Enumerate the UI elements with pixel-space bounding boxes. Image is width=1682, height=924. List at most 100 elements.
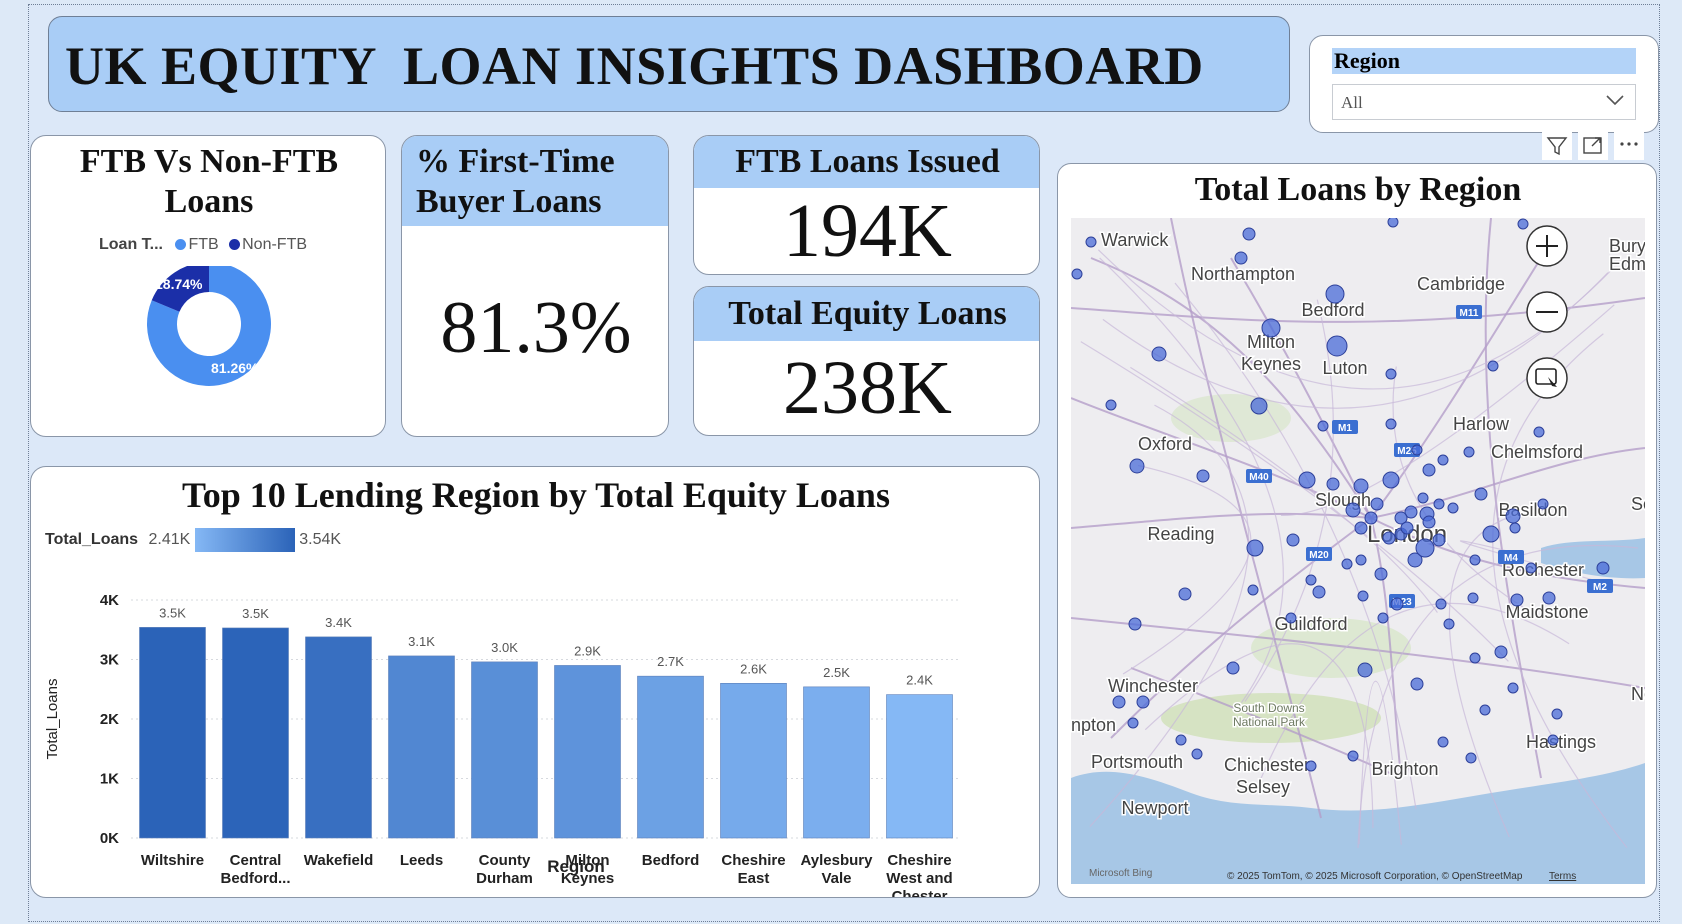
bar-2[interactable] <box>222 627 289 839</box>
map-bubble[interactable] <box>1298 471 1316 489</box>
map-bubble[interactable] <box>1105 399 1117 411</box>
bar-5[interactable] <box>471 661 538 839</box>
map-bubble[interactable] <box>1385 368 1397 380</box>
map-bubble[interactable] <box>1505 508 1521 524</box>
map-bubble[interactable] <box>1250 397 1268 415</box>
map-bubble[interactable] <box>1410 677 1424 691</box>
focus-mode-icon[interactable] <box>1578 132 1608 160</box>
map-bubble[interactable] <box>1394 511 1408 525</box>
map-bubble[interactable] <box>1465 752 1477 764</box>
map-bubble[interactable] <box>1437 454 1449 466</box>
bar-6[interactable] <box>554 665 621 839</box>
map-bubble[interactable] <box>1071 268 1083 280</box>
map-bubble[interactable] <box>1479 704 1491 716</box>
map-bubble[interactable] <box>1128 617 1142 631</box>
map-bubble[interactable] <box>1377 612 1389 624</box>
map-bubble[interactable] <box>1510 593 1524 607</box>
bar-3[interactable] <box>305 636 372 839</box>
bar-8[interactable] <box>720 683 787 839</box>
map-bubble[interactable] <box>1463 446 1475 458</box>
map-bubble[interactable] <box>1178 587 1192 601</box>
bar-10[interactable] <box>886 694 953 839</box>
map-bubble[interactable] <box>1533 426 1545 438</box>
map-bubble[interactable] <box>1326 477 1340 491</box>
map-bubble[interactable] <box>1542 591 1556 605</box>
map-bubble[interactable] <box>1411 444 1423 456</box>
region-map[interactable]: Warwick Northampton Cambridge Bedford Milton… <box>1071 218 1645 884</box>
map-bubble[interactable] <box>1242 227 1256 241</box>
map-bubble[interactable] <box>1432 533 1446 547</box>
map-bubble[interactable] <box>1085 236 1097 248</box>
map-bubble[interactable] <box>1487 360 1499 372</box>
map-bubble[interactable] <box>1357 662 1373 678</box>
map-bubble[interactable] <box>1382 531 1396 545</box>
map-bubble[interactable] <box>1312 585 1326 599</box>
map-bubble[interactable] <box>1191 748 1203 760</box>
map-bubble[interactable] <box>1494 645 1508 659</box>
map-bubble[interactable] <box>1370 497 1384 511</box>
zoom-out-icon[interactable] <box>1526 291 1568 333</box>
map-bubble[interactable] <box>1357 590 1369 602</box>
map-bubble[interactable] <box>1286 533 1300 547</box>
map-bubble[interactable] <box>1469 652 1481 664</box>
map-bubble[interactable] <box>1537 498 1549 510</box>
map-bubble[interactable] <box>1317 420 1329 432</box>
map-bubble[interactable] <box>1474 487 1488 501</box>
map-bubble[interactable] <box>1196 469 1210 483</box>
map-bubble[interactable] <box>1234 251 1248 265</box>
map-bubble[interactable] <box>1596 561 1610 575</box>
region-dropdown[interactable]: All <box>1332 84 1636 120</box>
more-options-icon[interactable] <box>1614 132 1644 160</box>
map-bubble[interactable] <box>1433 498 1445 510</box>
map-bubble[interactable] <box>1136 695 1150 709</box>
map-bubble[interactable] <box>1129 458 1145 474</box>
region-slicer[interactable]: Region All <box>1309 35 1659 133</box>
map-bubble[interactable] <box>1507 682 1519 694</box>
bar-1[interactable] <box>139 627 206 839</box>
map-bubble[interactable] <box>1547 734 1559 746</box>
map-bubble[interactable] <box>1247 584 1259 596</box>
donut-slice-non-ftb[interactable] <box>151 266 209 312</box>
map-bubble[interactable] <box>1404 505 1418 519</box>
map-bubble[interactable] <box>1385 418 1397 430</box>
map-bubble[interactable] <box>1175 734 1187 746</box>
map-bubble[interactable] <box>1246 539 1264 557</box>
map-bubble[interactable] <box>1305 760 1317 772</box>
map-bubble[interactable] <box>1374 567 1388 581</box>
map-bubble[interactable] <box>1415 538 1435 558</box>
map-terms-link[interactable]: Terms <box>1549 871 1576 882</box>
map-bubble[interactable] <box>1422 515 1436 529</box>
map-bubble[interactable] <box>1325 284 1345 304</box>
map-bubble[interactable] <box>1407 552 1423 568</box>
map-bubble[interactable] <box>1151 346 1167 362</box>
map-bubble[interactable] <box>1467 592 1479 604</box>
map-bubble[interactable] <box>1509 522 1521 534</box>
bar-9[interactable] <box>803 686 870 839</box>
map-bubble[interactable] <box>1469 554 1481 566</box>
map-bubble[interactable] <box>1422 463 1436 477</box>
bar-7[interactable] <box>637 675 704 839</box>
map-bubble[interactable] <box>1341 558 1353 570</box>
select-area-icon[interactable] <box>1526 357 1568 399</box>
donut-slice-ftb[interactable] <box>147 266 271 386</box>
map-bubble[interactable] <box>1447 502 1459 514</box>
map-bubble[interactable] <box>1353 478 1369 494</box>
bar-4[interactable] <box>388 655 455 839</box>
map-bubble[interactable] <box>1525 562 1537 574</box>
map-bubble[interactable] <box>1437 736 1449 748</box>
map-bubble[interactable] <box>1112 695 1126 709</box>
map-bubble[interactable] <box>1400 521 1414 535</box>
map-bubble[interactable] <box>1261 318 1281 338</box>
map-bubble[interactable] <box>1417 492 1429 504</box>
map-bubble[interactable] <box>1435 598 1447 610</box>
filter-icon[interactable] <box>1542 132 1572 160</box>
map-bubble[interactable] <box>1390 597 1404 611</box>
bar-chart[interactable]: 0K 1K 2K 3K 4K Total_Loans 3.5K Wiltshire 3.5K Ce… <box>31 555 1040 898</box>
map-bubble[interactable] <box>1364 511 1378 525</box>
zoom-in-icon[interactable] <box>1526 225 1568 267</box>
map-bubble[interactable] <box>1355 554 1367 566</box>
map-bubble[interactable] <box>1354 521 1368 535</box>
map-bubble[interactable] <box>1382 471 1400 489</box>
map-bubble[interactable] <box>1226 661 1240 675</box>
map-bubble[interactable] <box>1517 218 1529 230</box>
